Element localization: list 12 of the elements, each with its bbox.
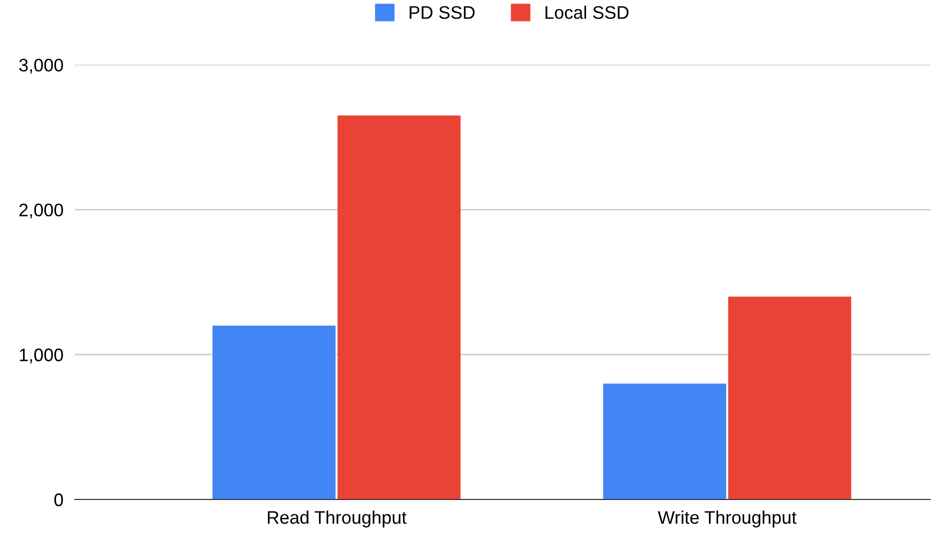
legend-label: Local SSD (546, 6, 629, 19)
y-tick-label: 3,000 (19, 58, 63, 74)
x-tick-label: Write Throughput (658, 510, 796, 528)
y-tick-label: 1,000 (20, 348, 63, 364)
bar (603, 384, 726, 500)
bar (728, 296, 852, 500)
legend-label: PD SSD (410, 6, 475, 19)
bar (338, 116, 461, 500)
bar (212, 326, 336, 500)
y-tick-label: 0 (54, 493, 63, 506)
y-tick-label: 2,000 (19, 204, 63, 219)
x-tick-label: Read Throughput (268, 510, 407, 528)
